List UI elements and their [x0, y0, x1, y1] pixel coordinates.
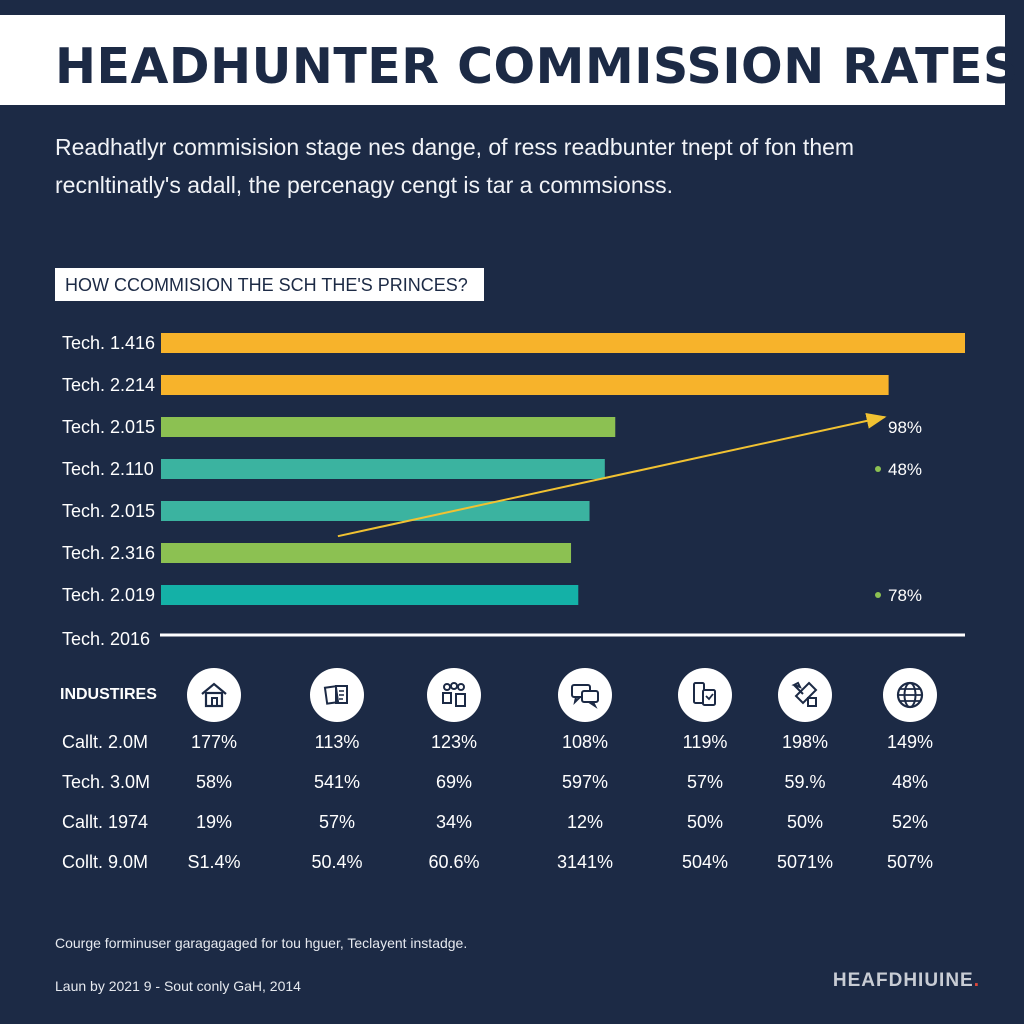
- callout-label-2: 48%: [888, 460, 922, 479]
- callout-marker-3: [875, 592, 881, 598]
- credit-line: Laun by 2021 9 - Sout conly GaH, 2014: [55, 978, 301, 994]
- industry-cell: 507%: [886, 852, 934, 872]
- footnote: Courge forminuser garagagaged for tou hg…: [55, 935, 468, 951]
- title-band: [0, 15, 1005, 105]
- industry-cell: 5071%: [776, 852, 834, 872]
- intro-line-2: recnltinatly's adall, the percenagy ceng…: [55, 172, 674, 198]
- industry-cell: 58%: [195, 772, 233, 792]
- bar-label-5: Tech. 2.015: [62, 501, 155, 521]
- bar-6: [161, 543, 572, 563]
- industry-row-label: Callt. 1974: [62, 812, 149, 832]
- industry-row-label: Callt. 2.0M: [62, 732, 149, 752]
- industry-cell: 12%: [566, 812, 604, 832]
- industry-cell: 123%: [430, 732, 478, 752]
- industry-cell: 50.4%: [311, 852, 363, 872]
- brand-logo: HEAFDHIUINE.: [833, 970, 980, 992]
- industry-cell: 50%: [786, 812, 824, 832]
- industry-cell: 108%: [561, 732, 609, 752]
- globe-icon: [883, 668, 937, 722]
- industries-label: INDUSTIRES: [60, 686, 157, 703]
- bar-label-7: Tech. 2.019: [62, 585, 155, 605]
- bar-5: [161, 501, 590, 521]
- industry-cell: 57%: [686, 772, 724, 792]
- house-icon: [187, 668, 241, 722]
- bar-7: [161, 585, 579, 605]
- tools-icon: [778, 668, 832, 722]
- industry-cell: 59.%: [784, 772, 826, 792]
- industry-cell: 149%: [886, 732, 934, 752]
- callout-label-1: 98%: [888, 418, 922, 437]
- industry-cell: 113%: [314, 732, 360, 752]
- brand-dot: .: [973, 970, 980, 991]
- brand-text: HEAFDHIUINE: [832, 970, 974, 991]
- chat-icon: [558, 668, 612, 722]
- callout-label-3: 78%: [888, 586, 922, 605]
- industry-cell: 57%: [318, 812, 356, 832]
- bar-label-1: Tech. 1.416: [62, 333, 155, 353]
- callout-marker-2: [875, 466, 881, 472]
- industry-cell: 52%: [891, 812, 929, 832]
- bar-4: [161, 459, 605, 479]
- industry-row-label: Collt. 9.0M: [62, 852, 149, 872]
- devices-icon: [678, 668, 732, 722]
- industry-cell: 19%: [195, 812, 233, 832]
- intro-line-1: Readhatlyr commisision stage nes dange, …: [55, 134, 855, 160]
- bar-3: [161, 417, 616, 437]
- documents-icon: [310, 668, 364, 722]
- industry-cell: 48%: [891, 772, 929, 792]
- bar-label-4: Tech. 2.110: [62, 459, 154, 479]
- industry-cell: S1.4%: [187, 852, 241, 872]
- trend-arrow: [337, 413, 887, 538]
- intro-text: Readhatlyr commisision stage nes dange, …: [55, 128, 955, 204]
- bar-2: [161, 375, 889, 395]
- bar-chart: Tech. 1.416 Tech. 2.214 Tech. 2.015 Tech. 2…: [62, 333, 965, 649]
- industry-cell: 3141%: [556, 852, 614, 872]
- industry-cell: 119%: [682, 732, 728, 752]
- industry-cell: 60.6%: [428, 852, 480, 872]
- baseline-tick-label: Tech. 2016: [62, 629, 150, 649]
- bar-label-2: Tech. 2.214: [62, 375, 155, 395]
- industry-cell: 34%: [435, 812, 473, 832]
- industry-cell: 198%: [781, 732, 829, 752]
- industry-cell: 597%: [561, 772, 609, 792]
- industry-cell: 69%: [435, 772, 473, 792]
- industry-cell: 541%: [313, 772, 361, 792]
- chart-question: HOW CCOMMISION THE SCH THE'S PRINCES?: [55, 268, 484, 301]
- industry-cell: 177%: [190, 732, 238, 752]
- industry-cell: 504%: [681, 852, 729, 872]
- industry-cell: 50%: [686, 812, 724, 832]
- people-icon: [427, 668, 481, 722]
- bar-1: [161, 333, 965, 353]
- page-title: HEADHUNTER COMMISSION RATES: [55, 38, 1019, 95]
- bar-label-6: Tech. 2.316: [62, 543, 155, 563]
- industry-row-label: Tech. 3.0M: [62, 772, 151, 792]
- bar-label-3: Tech. 2.015: [62, 417, 155, 437]
